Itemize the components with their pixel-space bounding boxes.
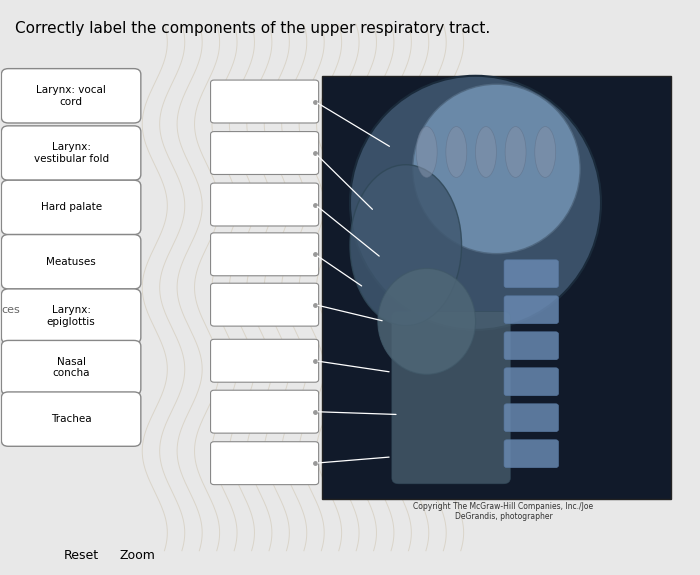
FancyBboxPatch shape	[1, 180, 141, 235]
Text: Larynx:
vestibular fold: Larynx: vestibular fold	[34, 142, 108, 164]
FancyBboxPatch shape	[1, 68, 141, 123]
Text: Reset: Reset	[64, 549, 99, 562]
FancyBboxPatch shape	[1, 340, 141, 395]
Ellipse shape	[505, 126, 526, 178]
FancyBboxPatch shape	[1, 126, 141, 180]
Text: Nasal
concha: Nasal concha	[52, 357, 90, 378]
FancyBboxPatch shape	[1, 289, 141, 343]
FancyBboxPatch shape	[1, 235, 141, 289]
Text: Zoom: Zoom	[120, 549, 155, 562]
FancyBboxPatch shape	[504, 368, 559, 396]
Ellipse shape	[350, 164, 461, 325]
Text: Hard palate: Hard palate	[41, 202, 102, 212]
Text: ces: ces	[1, 305, 20, 316]
Ellipse shape	[350, 76, 601, 330]
FancyBboxPatch shape	[211, 183, 318, 226]
FancyBboxPatch shape	[1, 392, 141, 446]
FancyBboxPatch shape	[211, 233, 318, 276]
Text: Larynx: vocal
cord: Larynx: vocal cord	[36, 85, 106, 106]
Text: Correctly label the components of the upper respiratory tract.: Correctly label the components of the up…	[15, 21, 491, 36]
FancyBboxPatch shape	[504, 404, 559, 432]
Ellipse shape	[446, 126, 467, 178]
Text: Copyright The McGraw-Hill Companies, Inc./Joe
DeGrandis, photographer: Copyright The McGraw-Hill Companies, Inc…	[413, 502, 594, 522]
Ellipse shape	[378, 269, 475, 374]
FancyBboxPatch shape	[211, 442, 318, 485]
Text: Meatuses: Meatuses	[46, 257, 96, 267]
FancyBboxPatch shape	[504, 332, 559, 359]
FancyBboxPatch shape	[211, 283, 318, 326]
FancyBboxPatch shape	[211, 390, 318, 433]
FancyBboxPatch shape	[504, 440, 559, 467]
Ellipse shape	[413, 85, 580, 254]
Text: Larynx:
epiglottis: Larynx: epiglottis	[47, 305, 95, 327]
FancyBboxPatch shape	[211, 339, 318, 382]
FancyBboxPatch shape	[211, 80, 318, 123]
FancyBboxPatch shape	[322, 76, 671, 499]
FancyBboxPatch shape	[392, 312, 510, 484]
FancyBboxPatch shape	[211, 132, 318, 174]
FancyBboxPatch shape	[504, 296, 559, 324]
FancyBboxPatch shape	[504, 260, 559, 288]
Text: Trachea: Trachea	[51, 414, 92, 424]
Ellipse shape	[475, 126, 496, 178]
Ellipse shape	[416, 126, 438, 178]
Ellipse shape	[535, 126, 556, 178]
